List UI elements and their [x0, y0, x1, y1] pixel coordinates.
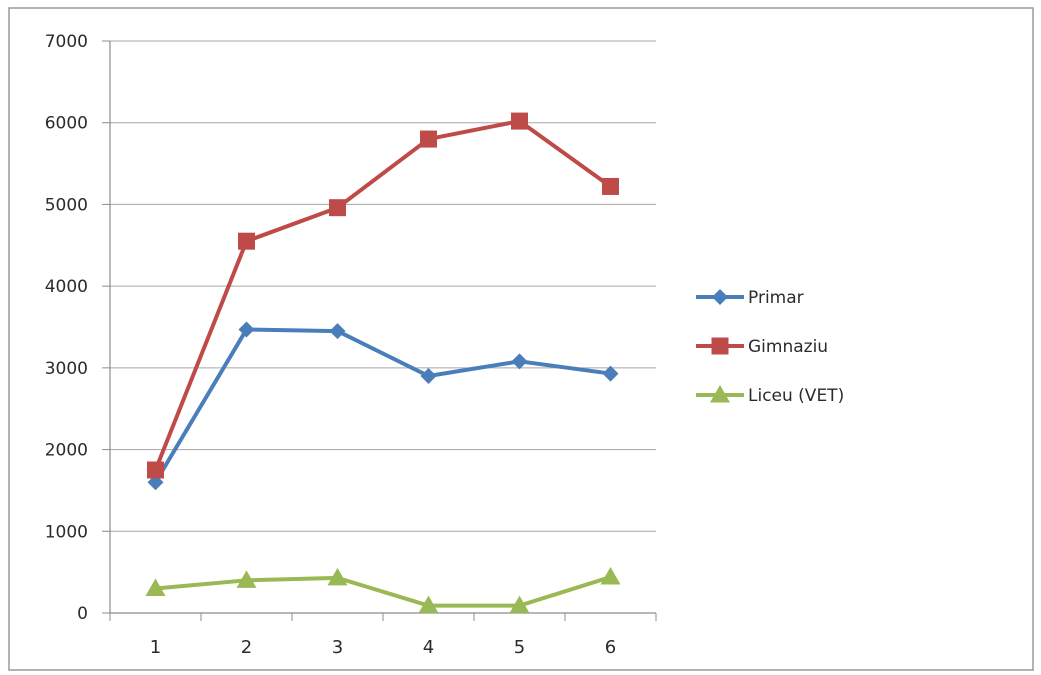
y-tick-label: 5000	[45, 195, 88, 215]
y-tick-label: 1000	[45, 522, 88, 542]
y-tick-label: 4000	[45, 277, 88, 297]
legend-label: Liceu (VET)	[748, 386, 844, 406]
data-point-marker	[147, 462, 164, 479]
y-tick-label: 7000	[45, 32, 88, 52]
x-tick-label: 5	[514, 637, 525, 658]
x-tick-label: 6	[605, 637, 616, 658]
legend-marker	[712, 338, 729, 355]
chart-border	[9, 8, 1033, 670]
data-point-marker	[238, 233, 255, 250]
y-tick-label: 6000	[45, 114, 88, 134]
x-tick-label: 2	[241, 637, 252, 658]
legend-label: Primar	[748, 288, 804, 308]
data-point-marker	[420, 131, 437, 148]
y-tick-label: 0	[77, 604, 88, 624]
x-tick-label: 4	[423, 637, 434, 658]
data-point-marker	[602, 178, 619, 195]
x-tick-label: 1	[150, 637, 161, 658]
legend-label: Gimnaziu	[748, 337, 828, 357]
x-tick-label: 3	[332, 637, 343, 658]
data-point-marker	[511, 113, 528, 130]
y-tick-label: 3000	[45, 359, 88, 379]
y-tick-label: 2000	[45, 441, 88, 461]
data-point-marker	[329, 199, 346, 216]
legend-item: Gimnaziu	[696, 337, 828, 357]
